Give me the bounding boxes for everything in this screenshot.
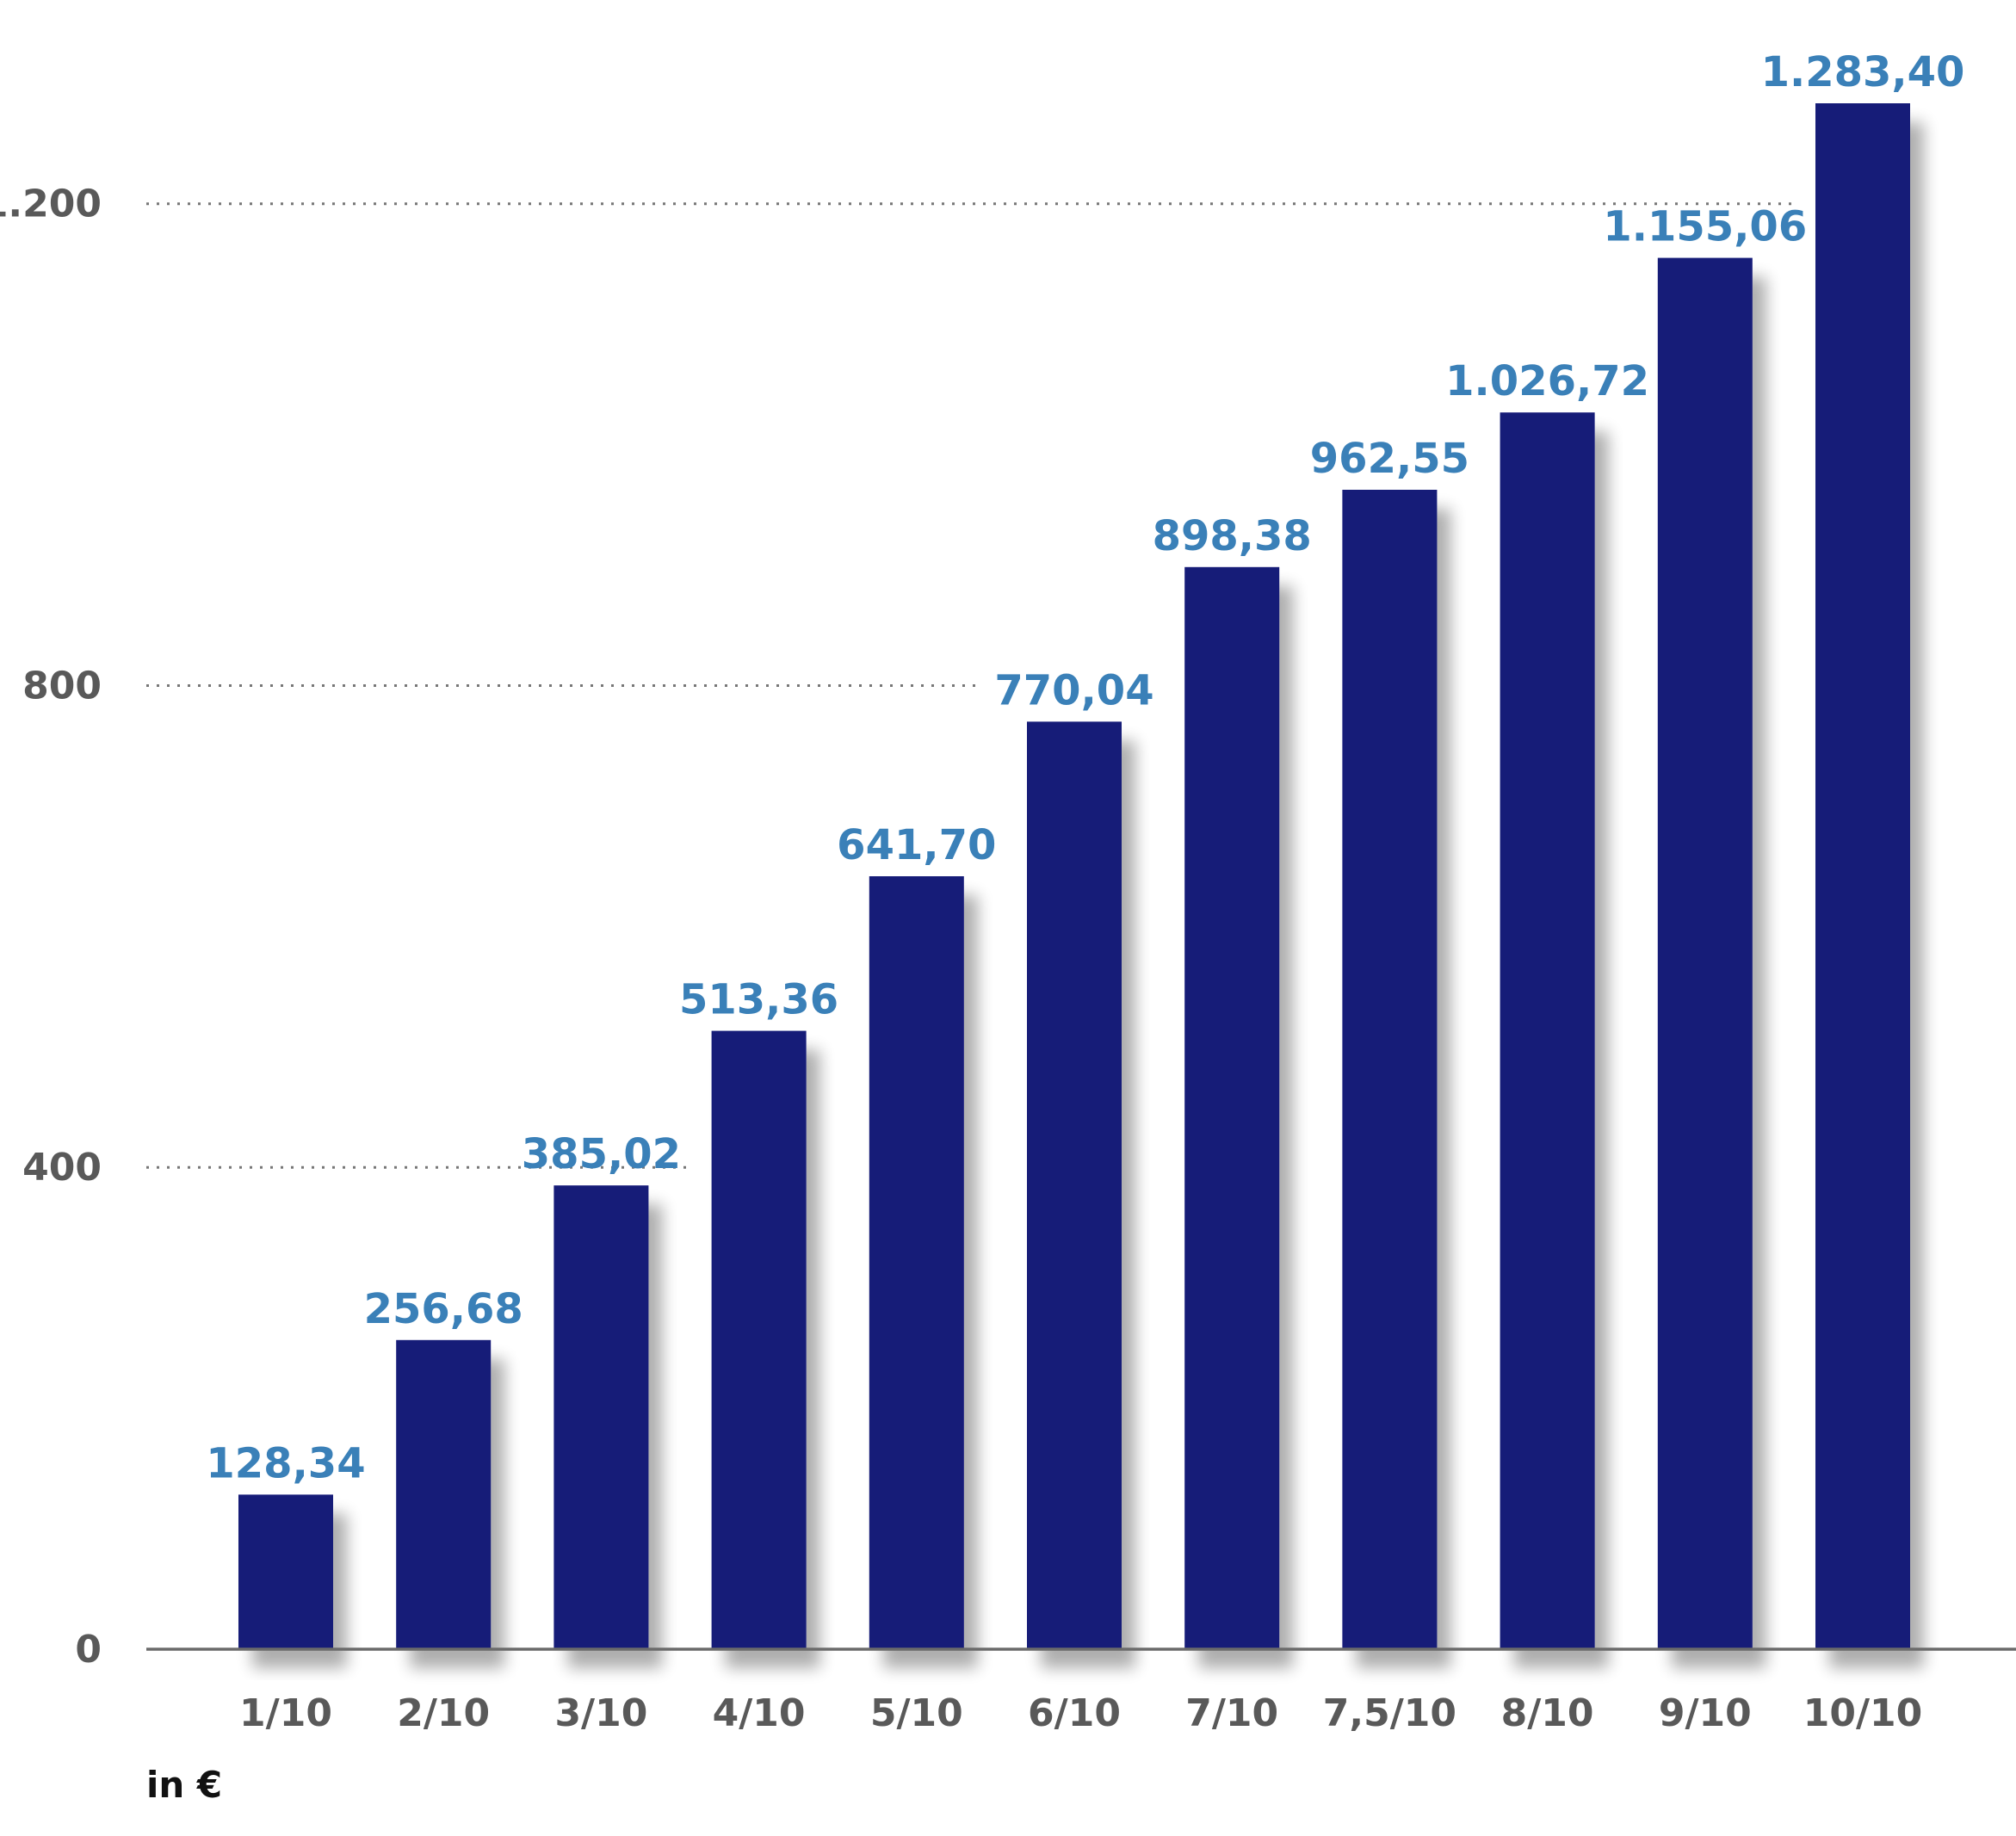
x-tick-label: 7/10 bbox=[1185, 1691, 1278, 1735]
y-tick-label: 1.200 bbox=[0, 182, 102, 226]
x-tick-label: 9/10 bbox=[1659, 1691, 1752, 1735]
bar bbox=[1500, 412, 1595, 1650]
data-label: 898,38 bbox=[1153, 512, 1312, 560]
data-label: 962,55 bbox=[1310, 435, 1469, 483]
unit-label: in € bbox=[146, 1764, 222, 1806]
data-label: 641,70 bbox=[837, 821, 996, 869]
bar bbox=[396, 1339, 492, 1649]
x-tick-label: 2/10 bbox=[397, 1691, 490, 1735]
x-tick-label: 8/10 bbox=[1501, 1691, 1594, 1735]
bar bbox=[553, 1185, 649, 1649]
data-label: 1.283,40 bbox=[1761, 48, 1965, 96]
bar bbox=[1815, 103, 1910, 1649]
x-tick-label: 10/10 bbox=[1803, 1691, 1923, 1735]
bar bbox=[1342, 490, 1438, 1649]
data-label: 128,34 bbox=[206, 1439, 365, 1487]
bar bbox=[238, 1494, 333, 1649]
x-axis-ticks: 1/10 2/10 3/10 4/10 5/10 6/10 7/10 7,5/10 8/10 9/… bbox=[239, 1691, 1922, 1735]
data-label: 513,36 bbox=[679, 976, 838, 1024]
data-label: 385,02 bbox=[522, 1130, 681, 1178]
bars bbox=[238, 103, 1910, 1650]
x-tick-label: 6/10 bbox=[1028, 1691, 1121, 1735]
bar bbox=[1184, 566, 1280, 1649]
x-tick-label: 3/10 bbox=[554, 1691, 647, 1735]
x-tick-label: 7,5/10 bbox=[1323, 1691, 1456, 1735]
data-label: 256,68 bbox=[364, 1285, 523, 1333]
x-tick-label: 5/10 bbox=[870, 1691, 963, 1735]
x-tick-label: 1/10 bbox=[239, 1691, 332, 1735]
y-axis-ticks: 0 400 800 1.200 bbox=[0, 182, 102, 1672]
x-tick-label: 4/10 bbox=[713, 1691, 806, 1735]
bar bbox=[711, 1030, 807, 1649]
data-label: 770,04 bbox=[994, 666, 1153, 714]
data-label: 1.155,06 bbox=[1603, 203, 1807, 251]
y-tick-label: 0 bbox=[75, 1628, 102, 1672]
bar bbox=[1657, 257, 1753, 1650]
bar bbox=[1027, 721, 1122, 1649]
data-label: 1.026,72 bbox=[1445, 357, 1649, 405]
data-labels: 128,34 256,68 385,02 513,36 641,70 770,04 898,… bbox=[206, 48, 1964, 1487]
bar bbox=[869, 876, 964, 1649]
y-tick-label: 400 bbox=[22, 1146, 102, 1190]
y-tick-label: 800 bbox=[22, 664, 102, 708]
grid-lines bbox=[146, 202, 1795, 1169]
